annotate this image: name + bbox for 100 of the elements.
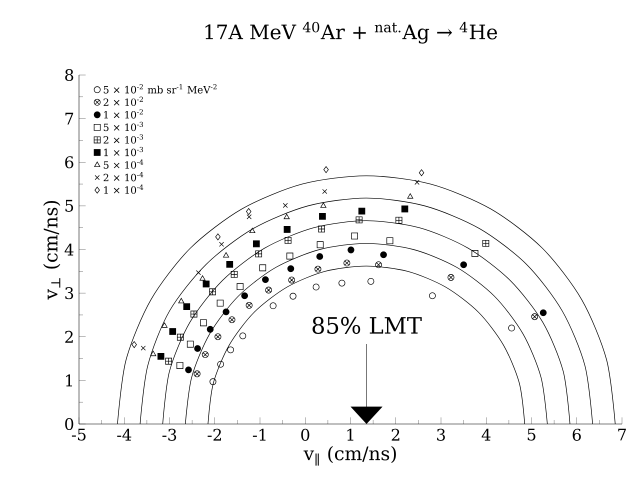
point <box>140 346 146 351</box>
point <box>202 351 209 358</box>
point <box>246 302 253 309</box>
legend-label: 1 × 10$^{-4}$ <box>104 184 144 194</box>
x-tick-label: 5 <box>528 428 536 441</box>
legend-label: 5 × 10$^{-2}$ mb sr$^{-1}$ MeV$^{-2}$ <box>104 84 217 94</box>
point <box>508 324 515 332</box>
point <box>206 326 214 333</box>
x-tick-label: 0 <box>301 428 310 441</box>
point <box>287 265 294 272</box>
point <box>284 226 291 233</box>
point <box>216 300 224 307</box>
point <box>259 264 266 272</box>
point <box>472 250 478 257</box>
point <box>286 252 294 260</box>
point <box>230 270 238 278</box>
point <box>320 202 326 208</box>
x-tick-label: -1 <box>252 428 266 441</box>
point <box>194 345 201 352</box>
point <box>246 214 252 220</box>
point <box>186 340 194 348</box>
point <box>132 341 137 348</box>
legend-label: 1 × 10$^{-2}$ <box>104 109 143 119</box>
point <box>215 233 221 240</box>
point <box>228 316 236 324</box>
point <box>358 208 366 215</box>
x-axis-title: v$_{∥}$ (cm/ns) <box>304 446 396 466</box>
point <box>194 370 201 378</box>
point <box>214 333 222 340</box>
point <box>246 208 252 215</box>
point <box>448 274 454 281</box>
y-tick-label: 0 <box>65 418 74 430</box>
point <box>396 216 402 224</box>
y-tick-label: 8 <box>65 68 74 82</box>
x-tick-label: 7 <box>618 428 626 440</box>
y-axis-title: v$_{⊥}$ (cm/ns) <box>43 200 60 300</box>
x-tick-label: -4 <box>117 428 132 441</box>
point <box>319 212 326 220</box>
point <box>190 310 198 318</box>
x-tick-label: 6 <box>572 428 581 441</box>
legend-label: 2 × 10$^{-3}$ <box>104 134 144 144</box>
x-tick-label: -2 <box>208 428 221 441</box>
chart-title: 17A MeV $^{40}$Ar + $^{nat.}$Ag → $^{4}$He <box>205 22 497 44</box>
point <box>540 309 547 316</box>
point <box>202 280 210 288</box>
point <box>322 188 328 194</box>
point <box>176 362 184 369</box>
point <box>217 360 224 368</box>
point <box>418 169 424 176</box>
point <box>314 266 322 273</box>
x-tick-label: 1 <box>347 428 354 441</box>
y-tick-label: 4 <box>64 244 74 256</box>
point <box>255 250 262 258</box>
point <box>284 214 290 220</box>
point <box>252 240 260 248</box>
point <box>162 322 168 328</box>
point <box>265 286 272 294</box>
point <box>338 280 346 286</box>
x-tick-label: 2 <box>392 428 400 441</box>
point <box>380 251 387 258</box>
y-tick-label: 2 <box>65 330 73 343</box>
point <box>429 292 436 300</box>
legend-label: 5 × 10$^{-3}$ <box>104 122 144 132</box>
point <box>239 332 246 340</box>
point <box>282 202 288 208</box>
y-tick-label: 6 <box>65 156 74 168</box>
point <box>386 237 394 244</box>
point <box>482 240 490 247</box>
point <box>210 378 216 386</box>
point <box>312 284 320 290</box>
point <box>316 253 324 260</box>
point <box>356 216 363 224</box>
point <box>316 241 324 248</box>
point <box>284 236 292 244</box>
point <box>414 180 420 185</box>
point <box>241 292 248 300</box>
y-tick-label: 5 <box>65 200 74 212</box>
point <box>158 352 164 360</box>
x-tick-label: -3 <box>162 428 176 441</box>
point <box>348 246 354 254</box>
legend-label: 2 × 10$^{-2}$ <box>104 96 143 106</box>
point <box>209 288 216 296</box>
legend-label: 2 × 10$^{-4}$ <box>104 172 144 182</box>
point <box>249 228 256 234</box>
x-tick-label: 3 <box>437 428 445 441</box>
x-tick-label: -5 <box>72 428 86 441</box>
point <box>183 303 190 310</box>
point <box>343 260 350 266</box>
point <box>270 302 277 310</box>
y-tick-label: 3 <box>65 287 74 300</box>
point <box>401 206 408 212</box>
legend-label: 1 × 10$^{-3}$ <box>104 146 144 156</box>
point <box>226 260 234 268</box>
point <box>375 261 382 268</box>
point <box>178 298 184 304</box>
point <box>318 226 325 232</box>
y-tick-label: 7 <box>65 112 74 124</box>
x-tick-label: 4 <box>482 428 491 441</box>
point <box>460 261 468 268</box>
point <box>169 328 176 335</box>
